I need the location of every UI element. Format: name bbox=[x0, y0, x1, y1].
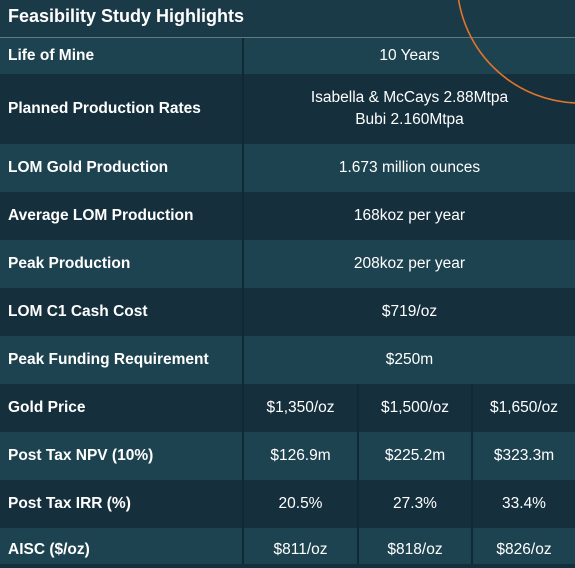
table-row-peak-funding-requirement: Peak Funding Requirement $250m bbox=[0, 336, 575, 384]
column-divider bbox=[242, 480, 244, 528]
value-line: 10 Years bbox=[379, 47, 440, 64]
row-label: Post Tax IRR (%) bbox=[8, 495, 131, 512]
column-divider bbox=[357, 528, 359, 564]
column-divider bbox=[242, 384, 244, 432]
table-cell: $811/oz bbox=[273, 541, 328, 558]
column-divider bbox=[471, 528, 473, 564]
table-row-average-lom-production: Average LOM Production 168koz per year bbox=[0, 192, 575, 240]
column-divider bbox=[471, 384, 473, 432]
column-divider bbox=[471, 480, 473, 528]
table-row-lom-c1-cash-cost: LOM C1 Cash Cost $719/oz bbox=[0, 288, 575, 336]
row-value: $719/oz bbox=[244, 288, 575, 336]
table-cell: 20.5% bbox=[278, 495, 323, 512]
row-value: $250m bbox=[244, 336, 575, 384]
column-divider bbox=[357, 432, 359, 480]
value-line: $719/oz bbox=[381, 303, 438, 320]
table-cell: $1,350/oz bbox=[266, 399, 335, 416]
row-label: Post Tax NPV (10%) bbox=[8, 447, 154, 464]
table-cell: $1,650/oz bbox=[489, 399, 559, 416]
value-line: Isabella & McCays 2.88Mtpa bbox=[310, 89, 509, 106]
column-divider bbox=[242, 192, 244, 240]
column-divider bbox=[242, 240, 244, 288]
column-divider bbox=[242, 38, 244, 74]
row-label: LOM C1 Cash Cost bbox=[8, 303, 148, 320]
row-value: Isabella & McCays 2.88Mtpa Bubi 2.160Mtp… bbox=[244, 74, 575, 144]
table-cell: 33.4% bbox=[502, 495, 546, 512]
row-label: Peak Funding Requirement bbox=[8, 351, 209, 368]
row-label: LOM Gold Production bbox=[8, 159, 169, 176]
title-bar: Feasibility Study Highlights bbox=[0, 0, 575, 38]
row-value: 1.673 million ounces bbox=[244, 144, 575, 192]
table-row-life-of-mine: Life of Mine 10 Years bbox=[0, 38, 575, 74]
value-line: 168koz per year bbox=[353, 207, 466, 224]
value-line: Bubi 2.160Mtpa bbox=[355, 111, 464, 128]
column-divider bbox=[242, 336, 244, 384]
table-cell: 27.3% bbox=[393, 495, 437, 512]
row-label: Planned Production Rates bbox=[8, 100, 201, 117]
table-row-post-tax-irr: Post Tax IRR (%) 20.5% 27.3% 33.4% bbox=[0, 480, 575, 528]
column-divider bbox=[242, 528, 244, 564]
table-row-post-tax-npv: Post Tax NPV (10%) $126.9m $225.2m $323.… bbox=[0, 432, 575, 480]
column-divider bbox=[357, 384, 359, 432]
row-label: Average LOM Production bbox=[8, 207, 194, 224]
table-cell: $826/oz bbox=[496, 541, 552, 558]
column-divider bbox=[242, 432, 244, 480]
column-divider bbox=[242, 74, 244, 144]
value-line: 1.673 million ounces bbox=[338, 159, 481, 176]
value-line: $250m bbox=[385, 351, 434, 368]
column-divider bbox=[357, 480, 359, 528]
row-label: Life of Mine bbox=[8, 47, 95, 64]
table-cell: $323.3m bbox=[493, 447, 555, 464]
table-row-lom-gold-production: LOM Gold Production 1.673 million ounces bbox=[0, 144, 575, 192]
row-value: 168koz per year bbox=[244, 192, 575, 240]
row-value: 10 Years bbox=[244, 38, 575, 74]
row-label: AISC ($/oz) bbox=[8, 541, 90, 558]
table-row-aisc: AISC ($/oz) $811/oz $818/oz $826/oz bbox=[0, 528, 575, 564]
table-row-gold-price: Gold Price $1,350/oz $1,500/oz $1,650/oz bbox=[0, 384, 575, 432]
row-value: 208koz per year bbox=[244, 240, 575, 288]
table-row-planned-production-rates: Planned Production Rates Isabella & McCa… bbox=[0, 74, 575, 144]
column-divider bbox=[242, 144, 244, 192]
page-title: Feasibility Study Highlights bbox=[8, 6, 245, 26]
column-divider bbox=[471, 432, 473, 480]
column-divider bbox=[242, 288, 244, 336]
row-label: Peak Production bbox=[8, 255, 131, 272]
value-line: 208koz per year bbox=[353, 255, 466, 272]
table-cell: $126.9m bbox=[270, 447, 331, 464]
table-cell: $818/oz bbox=[387, 541, 443, 558]
table-cell: $225.2m bbox=[384, 447, 446, 464]
row-label: Gold Price bbox=[8, 399, 86, 416]
table-row-peak-production: Peak Production 208koz per year bbox=[0, 240, 575, 288]
table-cell: $1,500/oz bbox=[380, 399, 450, 416]
